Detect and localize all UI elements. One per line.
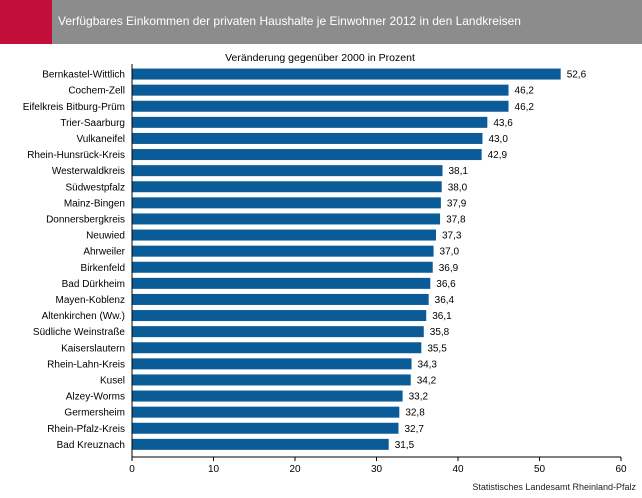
data-label: 32,7 bbox=[405, 424, 425, 435]
category-label: Alzey-Worms bbox=[66, 392, 125, 403]
category-label: Mainz-Bingen bbox=[64, 198, 125, 209]
title-accent-block bbox=[0, 0, 52, 44]
category-label: Eifelkreis Bitburg-Prüm bbox=[23, 102, 125, 113]
bar bbox=[132, 358, 412, 370]
bar bbox=[132, 310, 427, 322]
data-label: 35,8 bbox=[430, 327, 450, 338]
bar bbox=[132, 406, 400, 418]
data-label: 34,2 bbox=[417, 375, 437, 386]
category-label: Rhein-Hunsrück-Kreis bbox=[27, 150, 125, 161]
chart-subtitle: Veränderung gegenüber 2000 in Prozent bbox=[225, 52, 415, 64]
bar bbox=[132, 213, 441, 225]
data-label: 37,9 bbox=[447, 198, 467, 209]
bar bbox=[132, 326, 424, 338]
x-tick-label: 20 bbox=[289, 464, 301, 475]
bar bbox=[132, 197, 441, 209]
data-label: 52,6 bbox=[567, 70, 587, 81]
data-label: 46,2 bbox=[515, 86, 535, 97]
category-label: Donnersbergkreis bbox=[46, 214, 125, 225]
data-label: 43,6 bbox=[493, 118, 513, 129]
category-label: Mayen-Koblenz bbox=[56, 295, 125, 306]
category-label: Altenkirchen (Ww.) bbox=[42, 311, 125, 322]
data-label: 42,9 bbox=[488, 150, 508, 161]
category-label: Südwestpfalz bbox=[66, 182, 125, 193]
x-tick-label: 0 bbox=[129, 464, 135, 475]
category-label: Ahrweiler bbox=[83, 247, 125, 258]
data-label: 37,0 bbox=[440, 247, 460, 258]
bar bbox=[132, 84, 509, 96]
data-label: 46,2 bbox=[515, 102, 535, 113]
chart-title: Verfügbares Einkommen der privaten Haush… bbox=[58, 14, 521, 28]
category-label: Cochem-Zell bbox=[68, 86, 125, 97]
category-label: Kaiserslautern bbox=[61, 343, 125, 354]
x-tick-label: 50 bbox=[534, 464, 546, 475]
bar bbox=[132, 422, 399, 434]
bar bbox=[132, 293, 429, 305]
category-label: Rhein-Lahn-Kreis bbox=[47, 359, 125, 370]
data-label: 37,8 bbox=[446, 214, 466, 225]
category-label: Kusel bbox=[100, 375, 125, 386]
data-label: 38,0 bbox=[448, 182, 468, 193]
bar bbox=[132, 438, 389, 450]
category-label: Neuwied bbox=[86, 231, 125, 242]
bar bbox=[132, 165, 443, 177]
source-note: Statistisches Landesamt Rheinland-Pfalz bbox=[472, 482, 636, 492]
bar bbox=[132, 277, 431, 289]
bar bbox=[132, 181, 442, 193]
category-label: Bad Dürkheim bbox=[62, 279, 125, 290]
bar bbox=[132, 116, 488, 128]
category-label: Südliche Weinstraße bbox=[33, 327, 126, 338]
x-tick-label: 60 bbox=[615, 464, 627, 475]
bar bbox=[132, 374, 411, 386]
data-label: 31,5 bbox=[395, 440, 415, 451]
category-label: Bernkastel-Wittlich bbox=[42, 70, 125, 81]
bar bbox=[132, 261, 433, 273]
category-label: Birkenfeld bbox=[81, 263, 125, 274]
data-label: 36,6 bbox=[436, 279, 456, 290]
data-label: 32,8 bbox=[405, 408, 425, 419]
bar bbox=[132, 390, 403, 402]
category-label: Westerwaldkreis bbox=[52, 166, 125, 177]
data-label: 37,3 bbox=[442, 231, 462, 242]
data-label: 33,2 bbox=[409, 392, 429, 403]
data-label: 38,1 bbox=[449, 166, 469, 177]
category-label: Trier-Saarburg bbox=[60, 118, 125, 129]
category-label: Vulkaneifel bbox=[76, 134, 125, 145]
x-tick-label: 40 bbox=[452, 464, 464, 475]
bar bbox=[132, 245, 434, 257]
bar bbox=[132, 100, 509, 112]
data-label: 36,4 bbox=[435, 295, 455, 306]
bar bbox=[132, 68, 561, 80]
title-bar: Verfügbares Einkommen der privaten Haush… bbox=[0, 0, 642, 44]
bar bbox=[132, 229, 436, 241]
category-label: Rhein-Pfalz-Kreis bbox=[47, 424, 125, 435]
data-label: 34,3 bbox=[418, 359, 438, 370]
bar bbox=[132, 342, 422, 354]
data-label: 43,0 bbox=[488, 134, 508, 145]
x-tick-label: 30 bbox=[371, 464, 383, 475]
category-label: Bad Kreuznach bbox=[57, 440, 125, 451]
category-label: Germersheim bbox=[64, 408, 125, 419]
data-label: 36,9 bbox=[439, 263, 459, 274]
data-label: 36,1 bbox=[432, 311, 452, 322]
x-tick-label: 10 bbox=[208, 464, 220, 475]
bar bbox=[132, 132, 483, 144]
bar bbox=[132, 149, 482, 161]
data-label: 35,5 bbox=[427, 343, 447, 354]
